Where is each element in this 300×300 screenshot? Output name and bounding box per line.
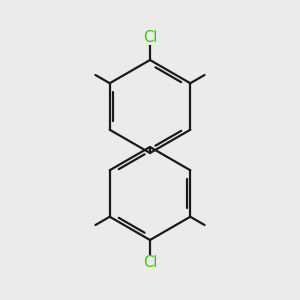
Text: Cl: Cl [143, 255, 157, 270]
Text: Cl: Cl [143, 30, 157, 45]
